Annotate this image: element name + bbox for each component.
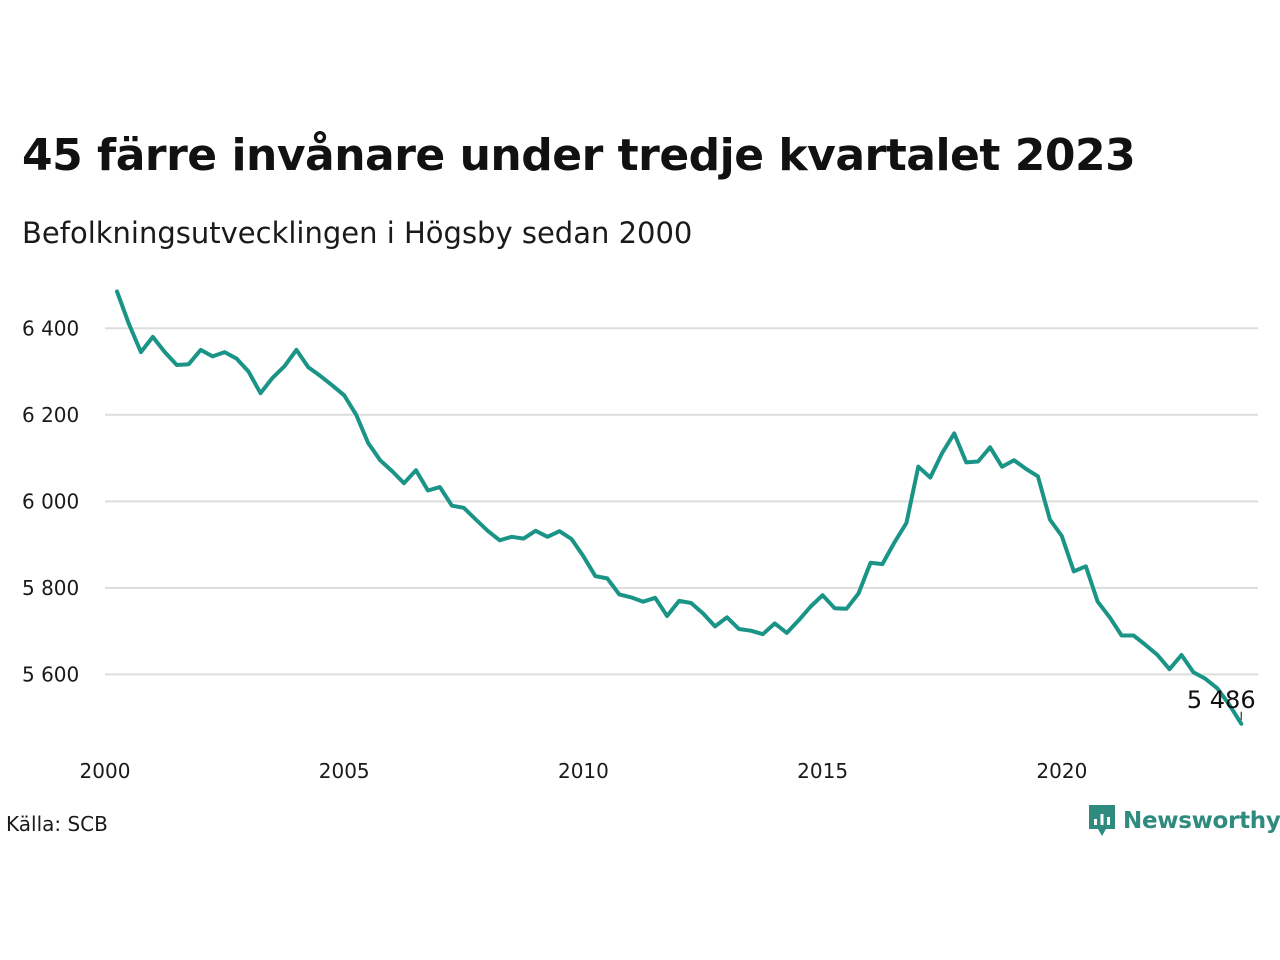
- series-group: [115, 289, 1244, 726]
- y-tick-label: 6 000: [22, 489, 79, 513]
- series-line: [115, 289, 1244, 726]
- x-tick-label: 2010: [558, 759, 609, 783]
- y-tick-label: 6 200: [22, 403, 79, 427]
- y-tick-label: 6 400: [22, 316, 79, 340]
- grid-lines: [105, 327, 1258, 676]
- chart-title: 45 färre invånare under tredje kvartalet…: [22, 130, 1136, 181]
- source-credit: Källa: SCB: [6, 812, 108, 836]
- x-axis: 2000 2005 2010 2015 2020: [80, 759, 1088, 783]
- y-axis: 5 600 5 800 6 000 6 200 6 400: [22, 316, 79, 686]
- y-tick-label: 5 800: [22, 576, 79, 600]
- annotation-label: 5 486: [1187, 686, 1256, 714]
- y-tick-label: 5 600: [22, 662, 79, 686]
- brand-name: Newsworthy: [1123, 808, 1280, 834]
- x-tick-label: 2015: [797, 759, 848, 783]
- x-tick-label: 2020: [1036, 759, 1087, 783]
- x-tick-label: 2005: [319, 759, 370, 783]
- chart-subtitle: Befolkningsutvecklingen i Högsby sedan 2…: [22, 216, 693, 250]
- x-tick-label: 2000: [80, 759, 131, 783]
- newsworthy-logo-icon: [1089, 805, 1115, 836]
- annotation-group: 5 486: [1187, 686, 1256, 720]
- brand-logo: Newsworthy: [1087, 803, 1280, 839]
